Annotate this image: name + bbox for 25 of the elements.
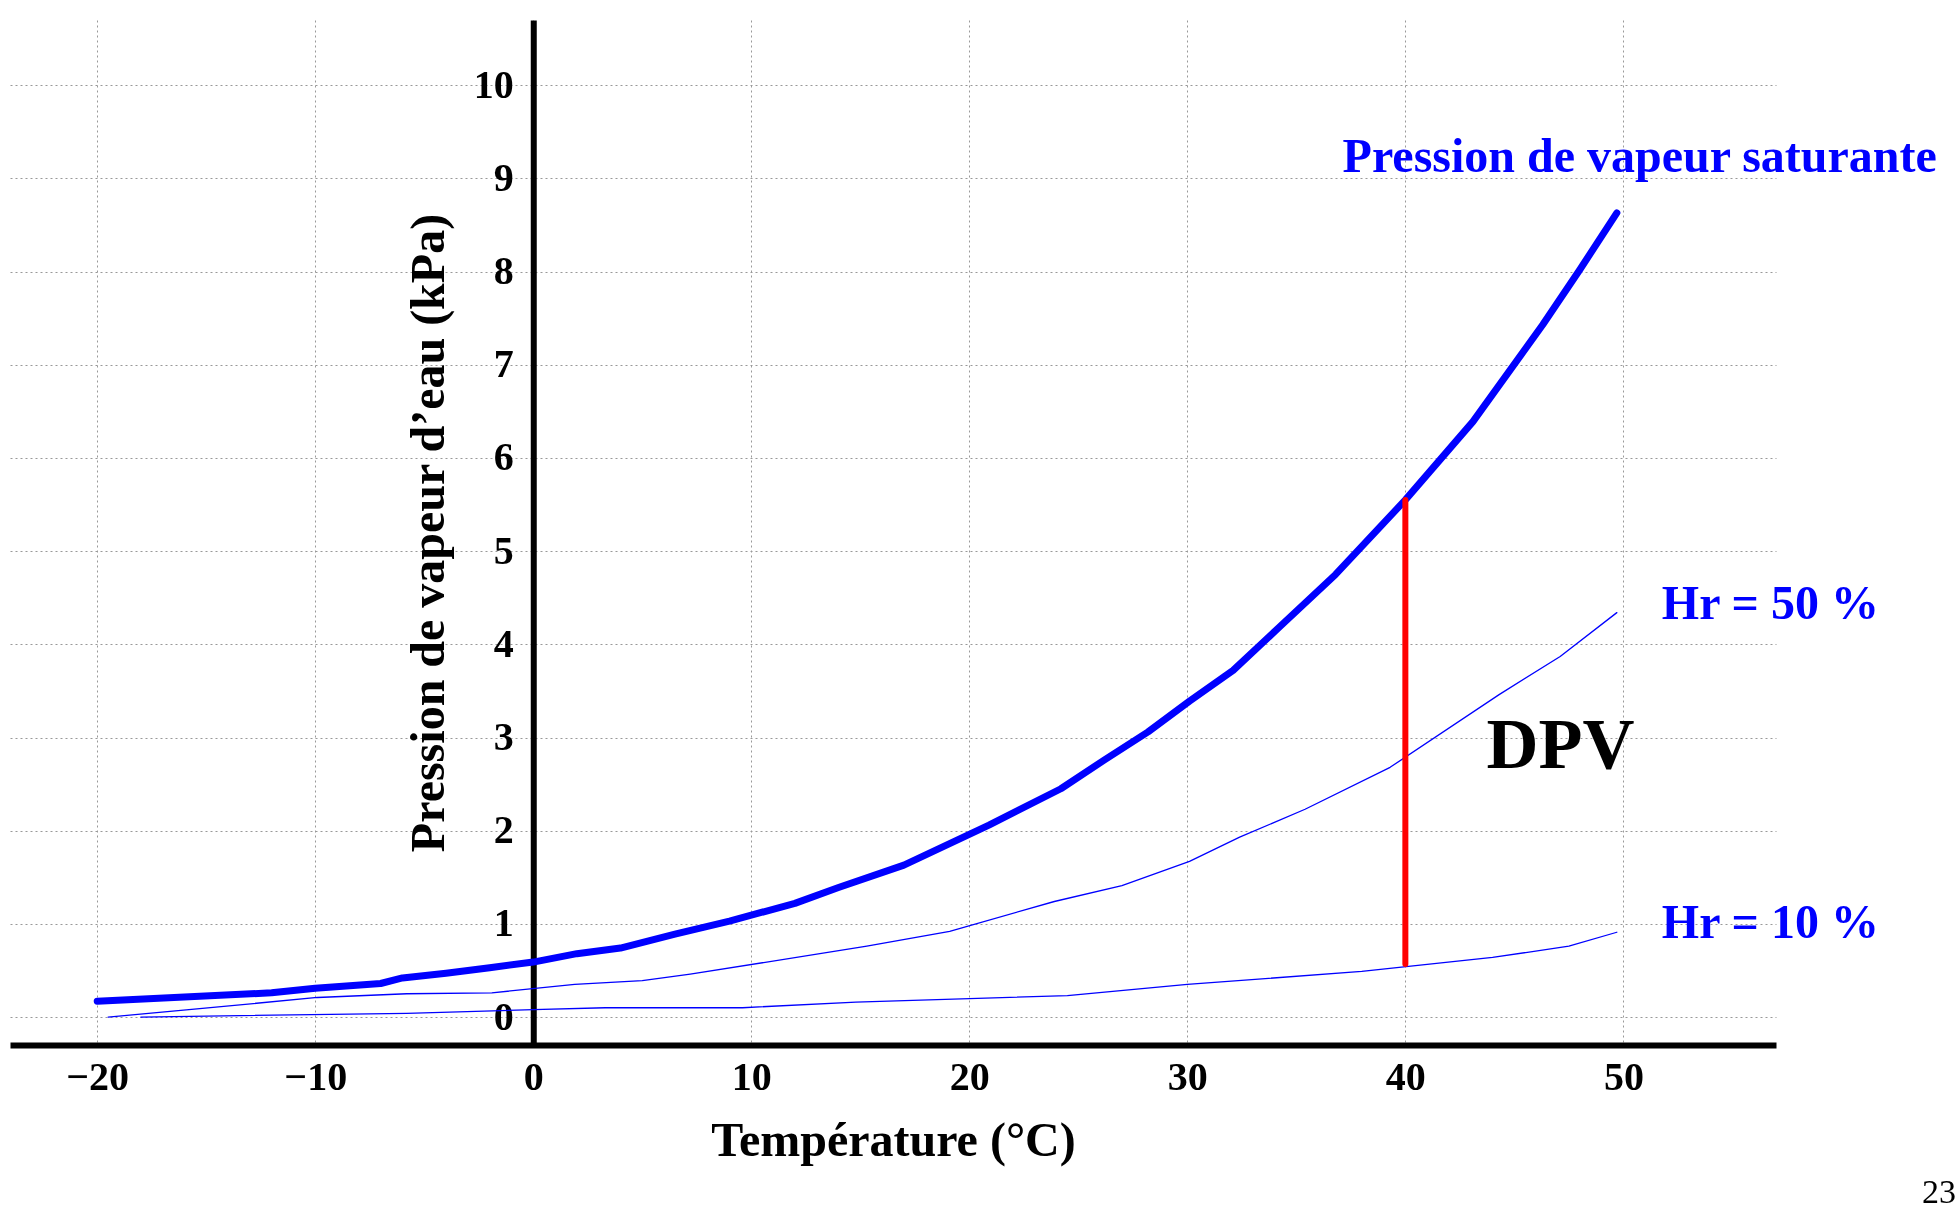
y-tick-label: 8: [493, 248, 514, 294]
x-tick-label: 0: [523, 1053, 544, 1099]
y-tick-label: 5: [493, 527, 514, 573]
y-axis-title: Pression de vapeur d’eau (kPa): [400, 213, 455, 853]
y-tick-label: 9: [493, 154, 514, 200]
series-label: Hr = 10 %: [1661, 895, 1879, 949]
y-tick-label: 2: [493, 807, 514, 853]
text: 23: [1922, 1173, 1956, 1210]
x-tick-label: 50: [1603, 1053, 1644, 1099]
x-axis-title: Température (°C): [711, 1112, 1076, 1167]
y-tick-label: 4: [493, 620, 514, 666]
x-tick-label: −20: [66, 1053, 130, 1099]
x-tick-label: 20: [949, 1053, 990, 1099]
x-tick-label: −10: [284, 1053, 348, 1099]
x-tick-label: 10: [731, 1053, 772, 1099]
x-tick-label: 30: [1167, 1053, 1208, 1099]
series-label: Pression de vapeur saturante: [1342, 128, 1937, 182]
y-tick-label: 10: [473, 61, 514, 107]
y-tick-label: 1: [493, 900, 514, 946]
x-tick-label: 40: [1385, 1053, 1426, 1099]
y-tick-label: 3: [493, 714, 514, 759]
annotation: DPV: [1486, 703, 1635, 784]
y-tick-label: 7: [493, 341, 514, 387]
y-tick-label: 6: [493, 434, 514, 480]
series-label: Hr = 50 %: [1661, 575, 1879, 629]
